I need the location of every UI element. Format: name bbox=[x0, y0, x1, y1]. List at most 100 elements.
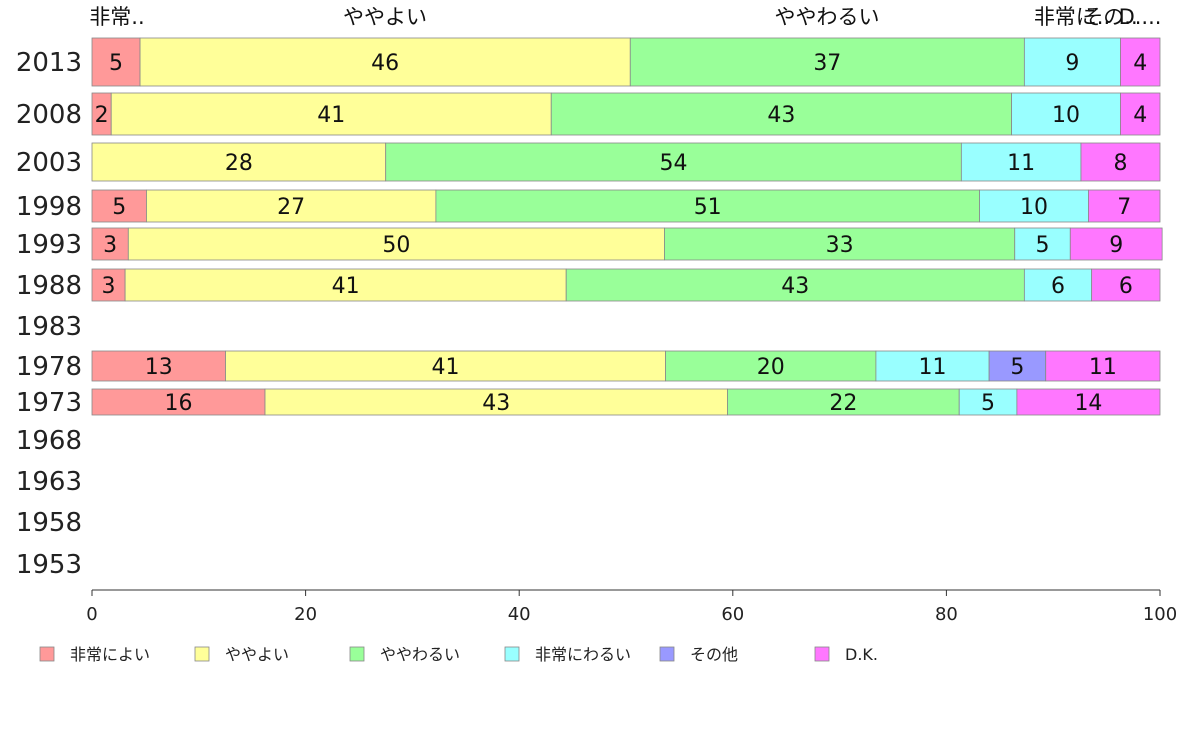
data-label: 6 bbox=[1051, 274, 1065, 299]
data-label: 20 bbox=[757, 355, 785, 380]
data-label: 5 bbox=[109, 51, 123, 76]
top-label: D.... bbox=[1119, 5, 1162, 29]
data-label: 54 bbox=[660, 151, 688, 176]
bar-segment bbox=[225, 350, 666, 382]
x-tick-label: 40 bbox=[508, 604, 531, 625]
x-axis: 0 20 40 60 80 100 bbox=[86, 589, 1177, 625]
x-tick-label: 80 bbox=[935, 604, 958, 625]
bar-segment bbox=[124, 268, 567, 302]
bar-segment bbox=[146, 189, 437, 223]
year-label: 1958 bbox=[16, 508, 82, 538]
year-label: 1978 bbox=[16, 352, 82, 382]
legend-swatch bbox=[659, 646, 675, 662]
year-label: 1963 bbox=[16, 467, 82, 497]
legend-label: その他 bbox=[690, 645, 738, 664]
data-label: 7 bbox=[1117, 195, 1131, 220]
legend-label: D.K. bbox=[845, 645, 878, 664]
year-label: 1998 bbox=[16, 192, 82, 222]
year-label: 1968 bbox=[16, 426, 82, 456]
data-label: 3 bbox=[102, 274, 116, 299]
bar-segment bbox=[565, 268, 1025, 302]
legend-label: ややよい bbox=[225, 645, 289, 664]
data-label: 3 bbox=[103, 233, 117, 258]
bar-segment bbox=[1088, 189, 1161, 223]
data-label: 41 bbox=[432, 355, 460, 380]
bar-segment bbox=[727, 388, 960, 416]
top-label: その.. bbox=[1082, 5, 1137, 29]
bar-segment bbox=[1120, 92, 1161, 136]
data-label: 41 bbox=[317, 103, 345, 128]
bar-segment bbox=[91, 37, 141, 87]
bar-segment bbox=[875, 350, 990, 382]
legend: 非常によい ややよい ややわるい 非常にわるい その他 D.K. bbox=[39, 645, 878, 664]
data-label: 43 bbox=[767, 103, 795, 128]
bar-segment bbox=[264, 388, 728, 416]
data-label: 10 bbox=[1052, 103, 1080, 128]
data-label: 6 bbox=[1119, 274, 1133, 299]
bar-segment bbox=[1014, 227, 1071, 261]
bar-segment bbox=[1091, 268, 1161, 302]
x-tick-label: 0 bbox=[86, 604, 97, 625]
year-label: 2008 bbox=[16, 100, 82, 130]
legend-label: 非常にわるい bbox=[535, 645, 631, 664]
bar-segment bbox=[1069, 227, 1163, 261]
bar-segment bbox=[1011, 92, 1121, 136]
year-labels: 2013 2008 2003 1998 1993 1988 1983 1978 1973 1968… bbox=[16, 48, 82, 580]
bar-segment bbox=[1016, 388, 1161, 416]
bar-segment bbox=[435, 189, 980, 223]
data-label: 41 bbox=[332, 274, 360, 299]
top-label: 非常に.. bbox=[1034, 5, 1110, 29]
legend-label: ややわるい bbox=[380, 645, 460, 664]
data-label: 2 bbox=[95, 103, 109, 128]
data-label: 5 bbox=[1010, 355, 1024, 380]
legend-swatch bbox=[39, 646, 55, 662]
year-label: 2003 bbox=[16, 148, 82, 178]
bar-segment bbox=[665, 350, 877, 382]
data-label: 11 bbox=[1089, 355, 1117, 380]
bars: 5 46 37 9 4 2 41 43 10 4 28 54 11 8 5 27 51 10 7 3 50 33 5 9 3 41… bbox=[91, 37, 1163, 416]
data-label: 37 bbox=[813, 51, 841, 76]
year-label: 2013 bbox=[16, 48, 82, 78]
data-label: 22 bbox=[829, 391, 857, 416]
bar-segment bbox=[979, 189, 1089, 223]
data-label: 33 bbox=[826, 233, 854, 258]
bar-segment bbox=[1080, 142, 1161, 182]
year-label: 1973 bbox=[16, 388, 82, 418]
data-label: 13 bbox=[145, 355, 173, 380]
year-label: 1993 bbox=[16, 230, 82, 260]
bar-segment bbox=[91, 142, 387, 182]
year-label: 1988 bbox=[16, 271, 82, 301]
top-labels: 非常.. ややよい ややわるい 非常に..その..D.... bbox=[89, 5, 1161, 29]
data-label: 9 bbox=[1109, 233, 1123, 258]
bar-segment bbox=[1045, 350, 1161, 382]
data-label: 10 bbox=[1020, 195, 1048, 220]
x-tick-label: 60 bbox=[721, 604, 744, 625]
data-label: 14 bbox=[1074, 391, 1102, 416]
top-label: ややわるい bbox=[775, 5, 880, 29]
x-tick-label: 100 bbox=[1143, 604, 1177, 625]
legend-swatch bbox=[504, 646, 520, 662]
data-label: 50 bbox=[382, 233, 410, 258]
bar-segment bbox=[385, 142, 962, 182]
data-label: 5 bbox=[112, 195, 126, 220]
data-label: 43 bbox=[781, 274, 809, 299]
bar-segment bbox=[91, 227, 129, 261]
year-label: 1983 bbox=[16, 312, 82, 342]
top-label: 非常.. bbox=[89, 5, 144, 29]
data-label: 9 bbox=[1065, 51, 1079, 76]
data-label: 8 bbox=[1113, 151, 1127, 176]
legend-swatch bbox=[349, 646, 365, 662]
bar-segment bbox=[1120, 37, 1161, 87]
bar-segment bbox=[110, 92, 552, 136]
data-label: 43 bbox=[482, 391, 510, 416]
data-label: 16 bbox=[165, 391, 193, 416]
bar-segment bbox=[91, 268, 126, 302]
bar-segment bbox=[1023, 37, 1121, 87]
top-label: ややよい bbox=[343, 5, 427, 29]
legend-swatch bbox=[814, 646, 830, 662]
bar-segment bbox=[1023, 268, 1093, 302]
data-label: 46 bbox=[371, 51, 399, 76]
year-label: 1953 bbox=[16, 550, 82, 580]
data-label: 11 bbox=[919, 355, 947, 380]
bar-segment bbox=[629, 37, 1025, 87]
